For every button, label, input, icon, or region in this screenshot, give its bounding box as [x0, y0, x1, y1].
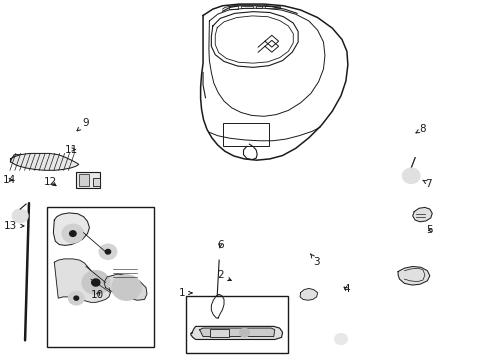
Text: 3: 3: [310, 254, 319, 267]
Circle shape: [68, 291, 84, 305]
Polygon shape: [53, 213, 89, 246]
Bar: [79, 174, 89, 186]
Bar: [185, 296, 288, 353]
Bar: [228, 6, 237, 9]
Bar: [93, 178, 100, 186]
Polygon shape: [190, 327, 282, 339]
Circle shape: [12, 209, 28, 222]
Polygon shape: [10, 153, 79, 170]
Polygon shape: [211, 294, 224, 318]
Text: 7: 7: [422, 179, 431, 189]
Bar: [264, 6, 279, 8]
Circle shape: [62, 224, 83, 243]
Text: 13: 13: [4, 221, 24, 231]
Circle shape: [74, 296, 79, 300]
Bar: [47, 207, 154, 347]
Circle shape: [99, 244, 117, 259]
Polygon shape: [412, 207, 431, 222]
Circle shape: [112, 275, 141, 300]
Circle shape: [334, 334, 346, 345]
Polygon shape: [397, 266, 429, 285]
Bar: [76, 172, 100, 188]
Polygon shape: [54, 259, 110, 302]
Text: 14: 14: [3, 175, 16, 185]
Text: 2: 2: [216, 270, 231, 280]
Polygon shape: [300, 288, 317, 300]
Text: 6: 6: [216, 240, 223, 250]
Polygon shape: [199, 328, 274, 337]
Text: 11: 11: [64, 144, 78, 154]
Text: 5: 5: [426, 225, 432, 235]
Text: 1: 1: [179, 288, 192, 298]
Circle shape: [402, 168, 419, 183]
Text: 12: 12: [44, 177, 57, 187]
Circle shape: [91, 279, 100, 286]
Text: 9: 9: [77, 118, 89, 131]
Circle shape: [69, 231, 76, 237]
Bar: [210, 329, 228, 337]
Polygon shape: [104, 274, 147, 300]
Text: 8: 8: [415, 124, 425, 134]
Circle shape: [82, 271, 109, 294]
Text: 10: 10: [90, 291, 103, 301]
Circle shape: [105, 249, 110, 254]
Bar: [222, 123, 268, 146]
Text: 4: 4: [343, 284, 349, 294]
Bar: [240, 6, 252, 8]
Bar: [256, 6, 262, 8]
Circle shape: [239, 329, 249, 337]
